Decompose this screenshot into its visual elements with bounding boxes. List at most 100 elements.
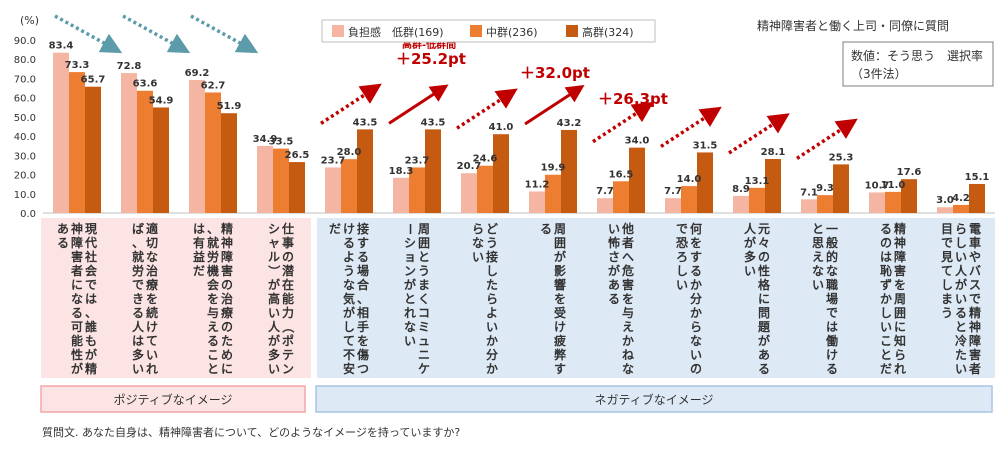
category-label-char: ー bbox=[403, 223, 417, 235]
category-label-char: え bbox=[622, 320, 634, 334]
label-area-positive bbox=[41, 218, 311, 378]
category-label-char: 社 bbox=[84, 249, 97, 264]
bar-13-series-2 bbox=[885, 191, 901, 213]
category-label-char: ら bbox=[955, 222, 967, 236]
category-label-char: 精 bbox=[894, 221, 906, 236]
category-label-char: 会 bbox=[85, 263, 98, 278]
category-label-char: は bbox=[826, 320, 838, 334]
category-label-char: を bbox=[554, 292, 566, 306]
category-label-char: を bbox=[357, 334, 369, 348]
category-label-char: 精 bbox=[221, 221, 233, 236]
category-label-char: の bbox=[221, 278, 233, 292]
category-label-char: あ bbox=[608, 278, 620, 292]
category-label-char: 者 bbox=[70, 263, 83, 278]
y-tick-label: 80.0 bbox=[14, 55, 36, 66]
group-bar-negative bbox=[315, 385, 993, 413]
category-label-char: に bbox=[71, 278, 83, 292]
category-label-char: れ bbox=[146, 362, 158, 376]
category-label-char: 人 bbox=[268, 319, 281, 334]
category-label-char: 元 bbox=[758, 222, 770, 236]
category-label-char: 危 bbox=[621, 263, 634, 278]
category-label-char: へ bbox=[622, 250, 634, 264]
category-label-char: ケ bbox=[418, 362, 430, 376]
data-label: 65.7 bbox=[81, 75, 106, 86]
data-label: 11.2 bbox=[525, 179, 550, 190]
category-label-char: す bbox=[357, 236, 369, 250]
bar-8-series-1 bbox=[529, 191, 545, 213]
category-label-char: た bbox=[486, 278, 498, 292]
y-tick-label: 30.0 bbox=[14, 151, 36, 162]
category-label-char: 何 bbox=[690, 221, 702, 236]
trend-arrow-down bbox=[54, 14, 123, 54]
category-label-char: る bbox=[71, 306, 83, 320]
category-label-char: 害 bbox=[894, 263, 906, 278]
category-label-char: し bbox=[486, 264, 498, 278]
category-label-char: 思 bbox=[812, 236, 824, 250]
category-label-char: る bbox=[608, 292, 620, 306]
category-label-char: る bbox=[357, 250, 369, 264]
category-label-char: な bbox=[622, 362, 634, 376]
category-label-char: ま bbox=[418, 278, 430, 292]
y-tick-label: 90.0 bbox=[14, 36, 36, 47]
category-label-char: け bbox=[826, 348, 838, 362]
data-label: 34.0 bbox=[625, 136, 650, 147]
bar-10-series-2 bbox=[681, 186, 697, 213]
category-label-char: コ bbox=[418, 306, 430, 320]
category-label-char: 就 bbox=[132, 249, 144, 264]
category-label-char: る bbox=[540, 222, 552, 236]
category-label-char: 安 bbox=[343, 361, 355, 376]
category-label-char: 囲 bbox=[554, 236, 566, 250]
legend-swatch-high bbox=[566, 25, 578, 37]
category-label-char: あ bbox=[57, 222, 69, 236]
category-label-char: 人 bbox=[132, 319, 145, 334]
category-label-char: 高 bbox=[268, 291, 280, 306]
category-label-char: い bbox=[744, 264, 756, 278]
bar-4-series-1 bbox=[257, 145, 273, 213]
bar-4-series-3 bbox=[289, 162, 305, 213]
category-label-char: 、 bbox=[132, 236, 144, 250]
category-label-char: シ bbox=[268, 222, 280, 236]
category-label-char: が bbox=[85, 347, 97, 362]
category-label-char: の bbox=[880, 236, 892, 250]
bar-1-series-1 bbox=[53, 52, 69, 213]
category-label-char: 労 bbox=[132, 263, 144, 278]
category-label-char: 障 bbox=[969, 333, 981, 348]
category-label-char: 目 bbox=[941, 222, 953, 236]
annotation-difference: ＋32.0pt bbox=[520, 64, 590, 82]
category-label-char: て bbox=[146, 334, 158, 348]
bar-11-series-1 bbox=[733, 195, 749, 213]
bar-9-series-1 bbox=[597, 198, 613, 213]
category-label-char: が bbox=[955, 277, 967, 292]
bar-6-series-2 bbox=[409, 167, 425, 213]
category-label-char: あ bbox=[758, 348, 770, 362]
category-label-char: 精 bbox=[969, 305, 981, 320]
category-label-char: ば bbox=[132, 221, 144, 236]
category-label-char: い bbox=[608, 222, 620, 236]
category-label-char: す bbox=[690, 250, 702, 264]
bar-1-series-2 bbox=[69, 72, 85, 214]
category-label-char: に bbox=[221, 362, 233, 376]
category-label-char: 障 bbox=[894, 249, 906, 264]
category-label-char: ン bbox=[282, 362, 294, 376]
data-label: 7.1 bbox=[800, 187, 818, 198]
category-label-char: い bbox=[812, 278, 824, 292]
category-label-char: い bbox=[955, 292, 967, 306]
data-label: 73.3 bbox=[65, 60, 90, 71]
category-label-char: る bbox=[826, 362, 838, 376]
data-label: 9.3 bbox=[816, 183, 834, 194]
category-label-char: と bbox=[812, 222, 824, 236]
category-label-char: し bbox=[955, 236, 967, 250]
bar-11-series-3 bbox=[765, 158, 781, 213]
category-label-char: 一 bbox=[826, 222, 838, 236]
category-label-char: ニ bbox=[418, 348, 430, 362]
category-label-char: 恥 bbox=[880, 264, 892, 278]
category-label-char: か bbox=[690, 306, 702, 320]
category-label-char: が bbox=[268, 277, 280, 292]
category-label-char: も bbox=[85, 334, 97, 348]
category-label-char: を bbox=[894, 278, 906, 292]
category-label-char: ョ bbox=[404, 250, 416, 264]
category-label-char: 囲 bbox=[894, 306, 906, 320]
